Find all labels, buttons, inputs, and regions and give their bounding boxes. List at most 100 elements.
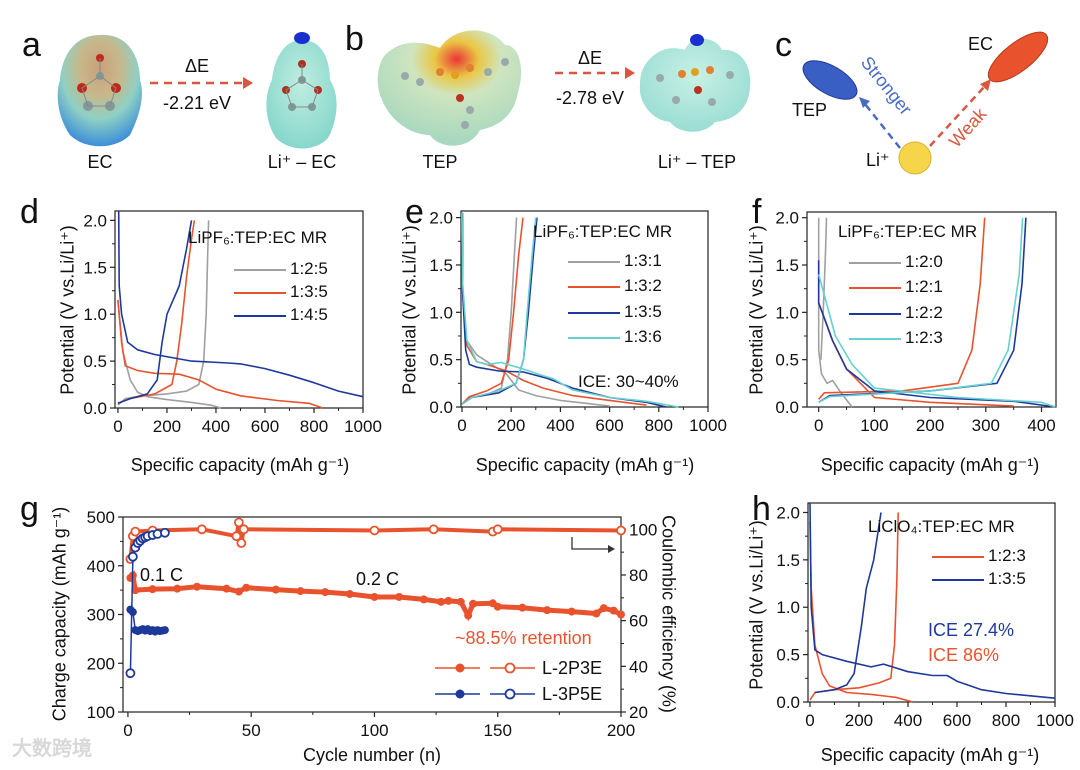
g-y2tick-label: 20 bbox=[629, 703, 648, 722]
d-legend-item-2: 1:3:5 bbox=[290, 282, 328, 301]
g-xtick-label: 200 bbox=[607, 721, 635, 740]
l-2p3e-capacity-point bbox=[173, 584, 182, 593]
h-ytick-label: 0.0 bbox=[776, 693, 800, 712]
e-legend-swatch-3 bbox=[568, 312, 620, 314]
e-ytick-label: 1.0 bbox=[429, 303, 453, 322]
l-2p3e-capacity-point bbox=[599, 604, 608, 613]
l-2p3e-ce-point bbox=[231, 531, 242, 542]
d-legend-swatch-3 bbox=[234, 315, 286, 317]
l-2p3e-capacity-point bbox=[192, 582, 201, 591]
d-legend-item-1: 1:2:5 bbox=[290, 259, 328, 278]
e-xtick-label: 600 bbox=[595, 416, 623, 435]
g-y2tick-label: 40 bbox=[629, 657, 648, 676]
l-2p3e-capacity-point bbox=[567, 607, 576, 616]
g-ytick-label: 100 bbox=[87, 703, 115, 722]
e-xtick-label: 200 bbox=[497, 416, 525, 435]
g-legend-symbols bbox=[435, 662, 535, 700]
f-ytick-label: 0.5 bbox=[775, 351, 799, 370]
g-xtick-label: 100 bbox=[360, 721, 388, 740]
h-xtick-label: 800 bbox=[992, 711, 1020, 730]
f-legend-item-4: 1:2:3 bbox=[905, 328, 943, 347]
l-2p3e-capacity-point bbox=[617, 610, 625, 619]
d-ytick-label: 0.0 bbox=[83, 399, 107, 418]
l-3p5e-capacity-point bbox=[160, 626, 169, 635]
g-y2tick-label: 100 bbox=[629, 520, 657, 539]
l-2p3e-ce-point bbox=[369, 525, 380, 536]
e-legend-swatch-2 bbox=[568, 286, 620, 288]
li-tep-label: Li⁺ – TEP bbox=[657, 152, 737, 172]
h-series-1-2-3-discharge-line bbox=[809, 521, 914, 703]
d-series-1-2-5-charge-line bbox=[117, 220, 210, 406]
e-legend-item-3: 1:3:5 bbox=[624, 302, 662, 321]
e-ytick-label: 2.0 bbox=[429, 209, 453, 228]
f-ylabel: Potential (V vs.Li/Li⁺) bbox=[746, 225, 767, 395]
l-3p5e-ce-point bbox=[127, 551, 138, 562]
l-2p3e-ce-point bbox=[492, 524, 503, 535]
panel-label-h: h bbox=[752, 490, 771, 528]
d-xtick-label: 200 bbox=[153, 417, 181, 436]
d-legend-item-3: 1:4:5 bbox=[290, 305, 328, 324]
h-xtick-label: 1000 bbox=[1036, 711, 1074, 730]
e-legend-title: LiPF₆:TEP:EC MR bbox=[533, 222, 673, 241]
delta-e-label-a: ΔE bbox=[184, 56, 210, 76]
ec-ellipse bbox=[987, 31, 1049, 83]
l-2p3e-capacity-point bbox=[395, 592, 404, 601]
e-ytick-label: 0.5 bbox=[429, 351, 453, 370]
h-ice-annotation-blue: ICE 27.4% bbox=[928, 620, 1015, 640]
d-xtick-label: 400 bbox=[202, 417, 230, 436]
ec-label: EC bbox=[87, 152, 113, 172]
h-xtick-label: 0 bbox=[805, 711, 814, 730]
schematic-art bbox=[57, 30, 1049, 175]
d-plot-frame bbox=[114, 210, 364, 409]
h-legend-title: LiClO₄:TEP:EC MR bbox=[868, 517, 1015, 536]
l-2p3e-ce-point bbox=[238, 524, 249, 535]
d-xtick-label: 0 bbox=[113, 417, 122, 436]
d-ytick-label: 0.5 bbox=[83, 352, 107, 371]
e-legend-item-4: 1:3:6 bbox=[624, 327, 662, 346]
tep-ellipse bbox=[802, 60, 858, 100]
f-legend-swatch-3 bbox=[849, 313, 901, 315]
h-legend-item-1: 1:2:3 bbox=[988, 546, 1026, 565]
g-xtick-label: 0 bbox=[123, 721, 132, 740]
f-legend-item-3: 1:2:2 bbox=[905, 303, 943, 322]
f-xtick-label: 400 bbox=[1027, 416, 1055, 435]
l-2p3e-ce-point bbox=[196, 524, 207, 535]
l-2p3e-capacity-point bbox=[321, 588, 330, 597]
panel-label-b: b bbox=[345, 20, 364, 58]
f-legend-item-1: 1:2:0 bbox=[905, 252, 943, 271]
d-xlabel: Specific capacity (mAh g⁻¹) bbox=[130, 455, 350, 475]
h-ytick-label: 0.5 bbox=[776, 646, 800, 665]
e-legend-swatch-1 bbox=[568, 261, 620, 263]
g-xtick-label: 50 bbox=[242, 721, 261, 740]
l-2p3e-ce-point bbox=[236, 538, 247, 548]
panel-label-e: e bbox=[405, 193, 424, 231]
l-2p3e-capacity-point bbox=[234, 587, 243, 596]
h-plot-frame bbox=[807, 502, 1056, 703]
f-ytick-label: 0.0 bbox=[775, 398, 799, 417]
f-series-1-2-2-charge-line bbox=[818, 217, 1027, 403]
l-2p3e-capacity-point bbox=[148, 585, 157, 594]
g-y2label: Coulombic efficiency (%) bbox=[658, 515, 679, 713]
li-ion-label: Li⁺ bbox=[866, 150, 890, 170]
l-2p3e-capacity-point bbox=[493, 602, 502, 611]
weak-arrow bbox=[929, 85, 986, 147]
h-xtick-label: 200 bbox=[845, 711, 873, 730]
g-plot-frame bbox=[122, 516, 622, 713]
e-ytick-label: 1.5 bbox=[429, 256, 453, 275]
e-xtick-label: 400 bbox=[546, 416, 574, 435]
h-ytick-label: 1.0 bbox=[776, 598, 800, 617]
l-2p3e-capacity-point bbox=[242, 583, 251, 592]
l-2p3e-capacity-point bbox=[609, 606, 618, 615]
g-retention-label: ~88.5% retention bbox=[455, 628, 592, 648]
li-ec-esp-surface bbox=[266, 32, 337, 149]
energy-label-a: -2.21 eV bbox=[162, 93, 232, 113]
f-ytick-label: 2.0 bbox=[775, 209, 799, 228]
h-legend-item-2: 1:3:5 bbox=[988, 569, 1026, 588]
l-2p3e-capacity-point bbox=[464, 611, 473, 620]
l-2p3e-capacity-point bbox=[345, 590, 354, 599]
panel-label-f: f bbox=[752, 193, 762, 231]
ec-binding-label: EC bbox=[968, 34, 994, 54]
e-series-1-3-6-discharge-line bbox=[461, 212, 679, 408]
panel-label-g: g bbox=[20, 490, 39, 528]
